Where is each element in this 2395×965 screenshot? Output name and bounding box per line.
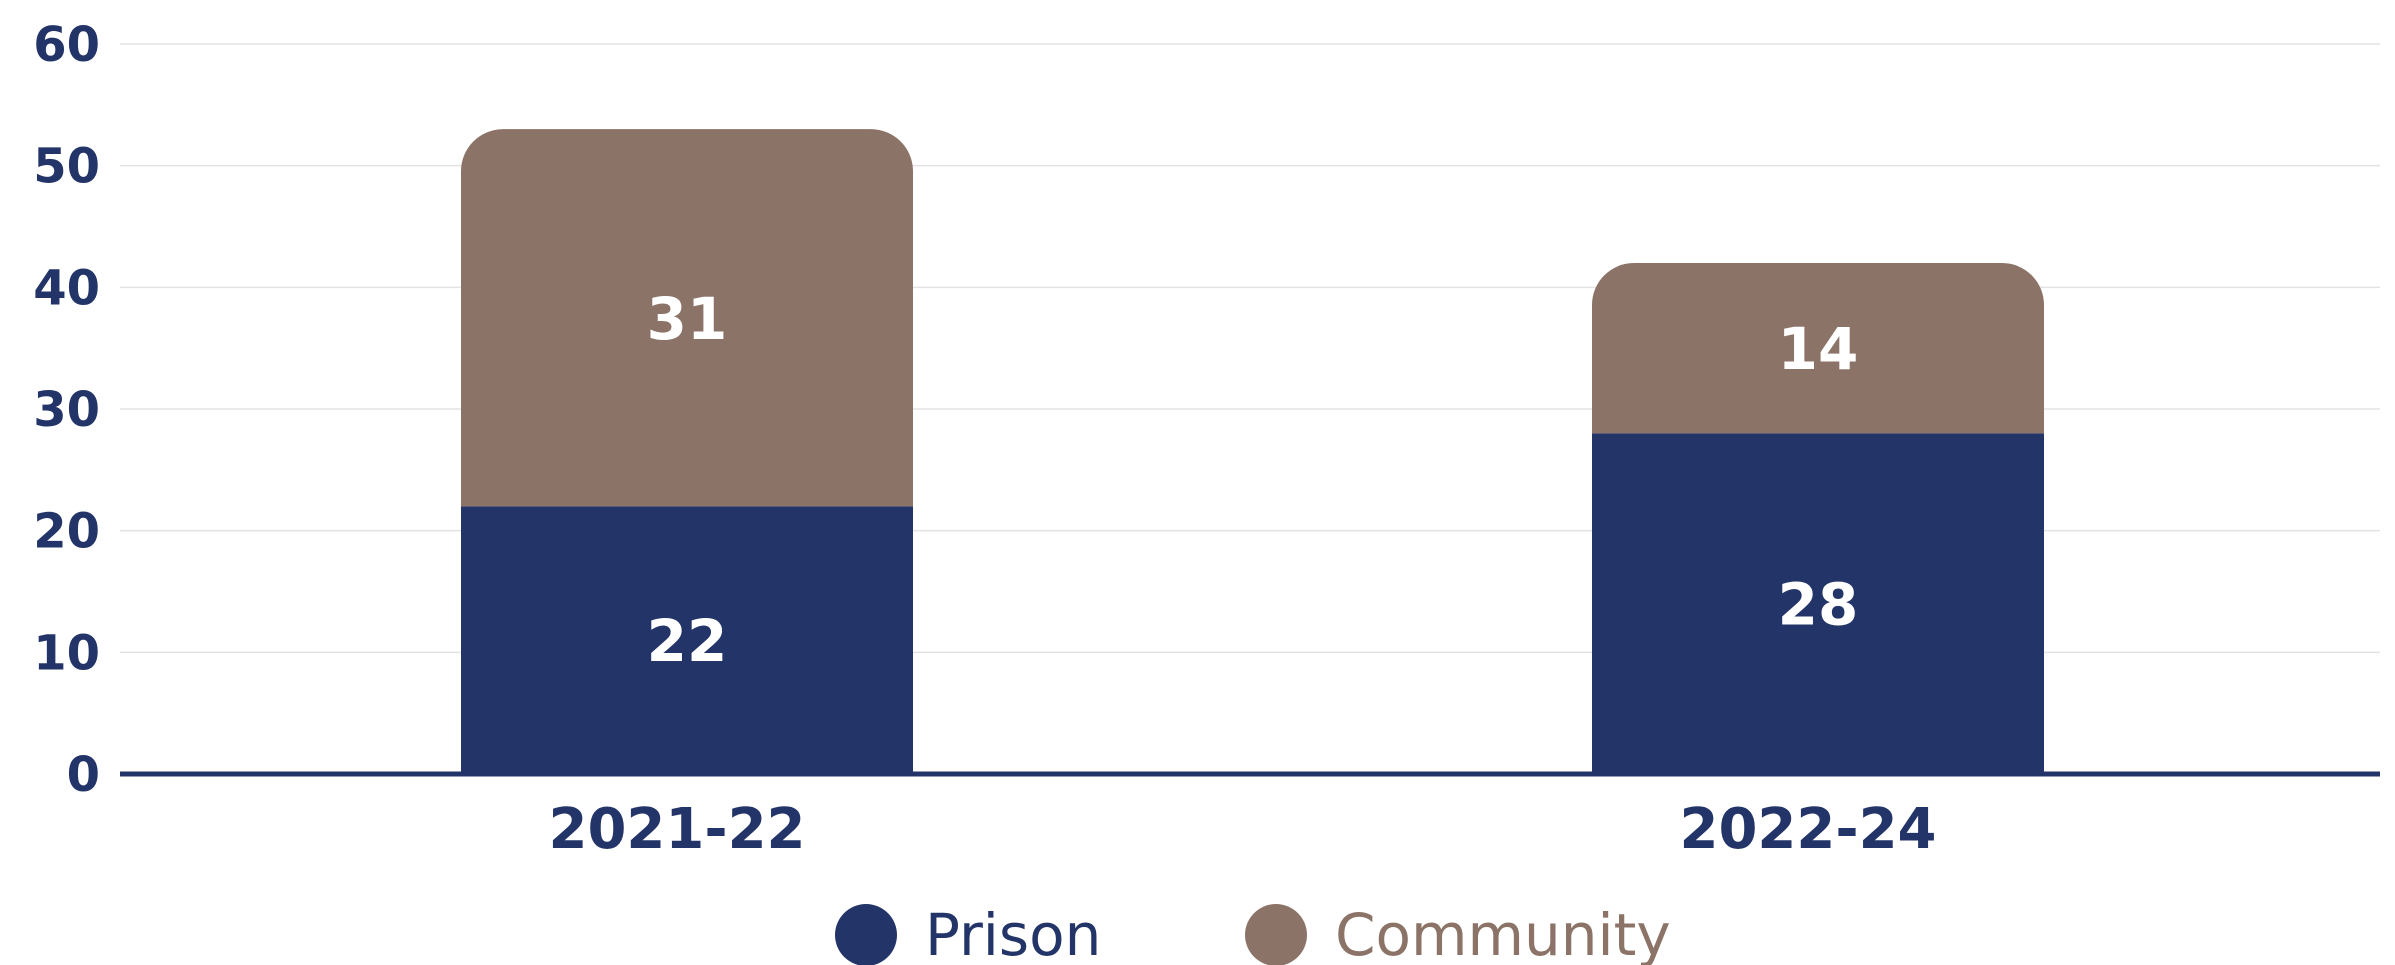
data-label: 31: [647, 285, 728, 353]
y-tick-label: 0: [67, 747, 100, 803]
legend-marker-community: [1245, 904, 1307, 965]
bars: 22 31 28 14: [461, 129, 2044, 774]
y-tick-label: 10: [33, 625, 100, 681]
x-category-label: 2021-22: [548, 797, 805, 862]
bar-segment-community: [1592, 263, 2044, 434]
y-tick-label: 20: [33, 504, 100, 560]
y-tick-label: 60: [33, 17, 100, 73]
data-label: 28: [1778, 571, 1859, 639]
bar-segment-community: [461, 129, 913, 507]
y-tick-label: 50: [33, 139, 100, 195]
y-axis-ticks: 0 10 20 30 40 50 60: [33, 17, 100, 803]
legend: Prison Community: [835, 901, 1671, 965]
x-axis-labels: 2021-22 2022-24: [548, 797, 1936, 862]
y-tick-label: 40: [33, 260, 100, 316]
bar-segment-prison: [461, 506, 913, 774]
legend-label: Prison: [925, 901, 1101, 965]
x-category-label: 2022-24: [1679, 797, 1936, 862]
y-tick-label: 30: [33, 382, 100, 438]
legend-label: Community: [1335, 901, 1671, 965]
data-label: 14: [1778, 315, 1859, 383]
bar-segment-prison: [1592, 433, 2044, 774]
legend-marker-prison: [835, 904, 897, 965]
data-label: 22: [647, 607, 728, 675]
